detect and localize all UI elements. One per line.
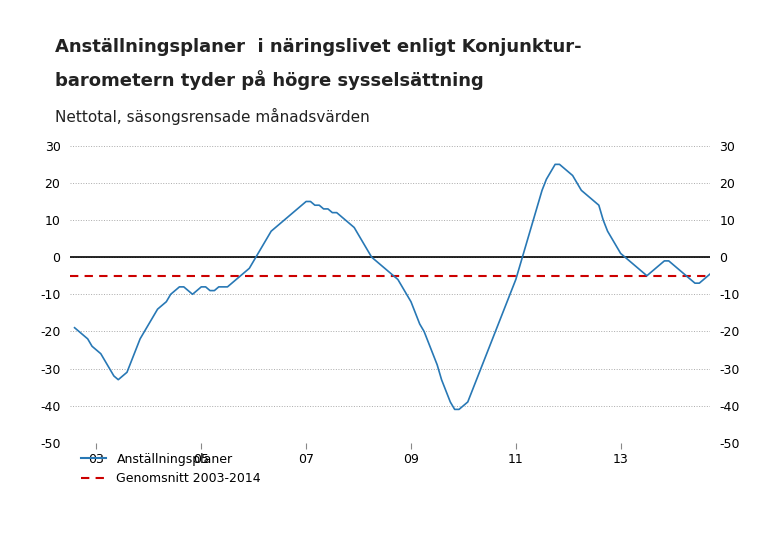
Text: barometern tyder på högre sysselsättning: barometern tyder på högre sysselsättning: [55, 70, 484, 90]
Text: Nettotal, säsongsrensade månadsvärden: Nettotal, säsongsrensade månadsvärden: [55, 108, 370, 125]
Legend: Anställningsplaner, Genomsnitt 2003-2014: Anställningsplaner, Genomsnitt 2003-2014: [76, 448, 266, 490]
Text: Anställningsplaner  i näringslivet enligt Konjunktur-: Anställningsplaner i näringslivet enligt…: [55, 38, 581, 56]
